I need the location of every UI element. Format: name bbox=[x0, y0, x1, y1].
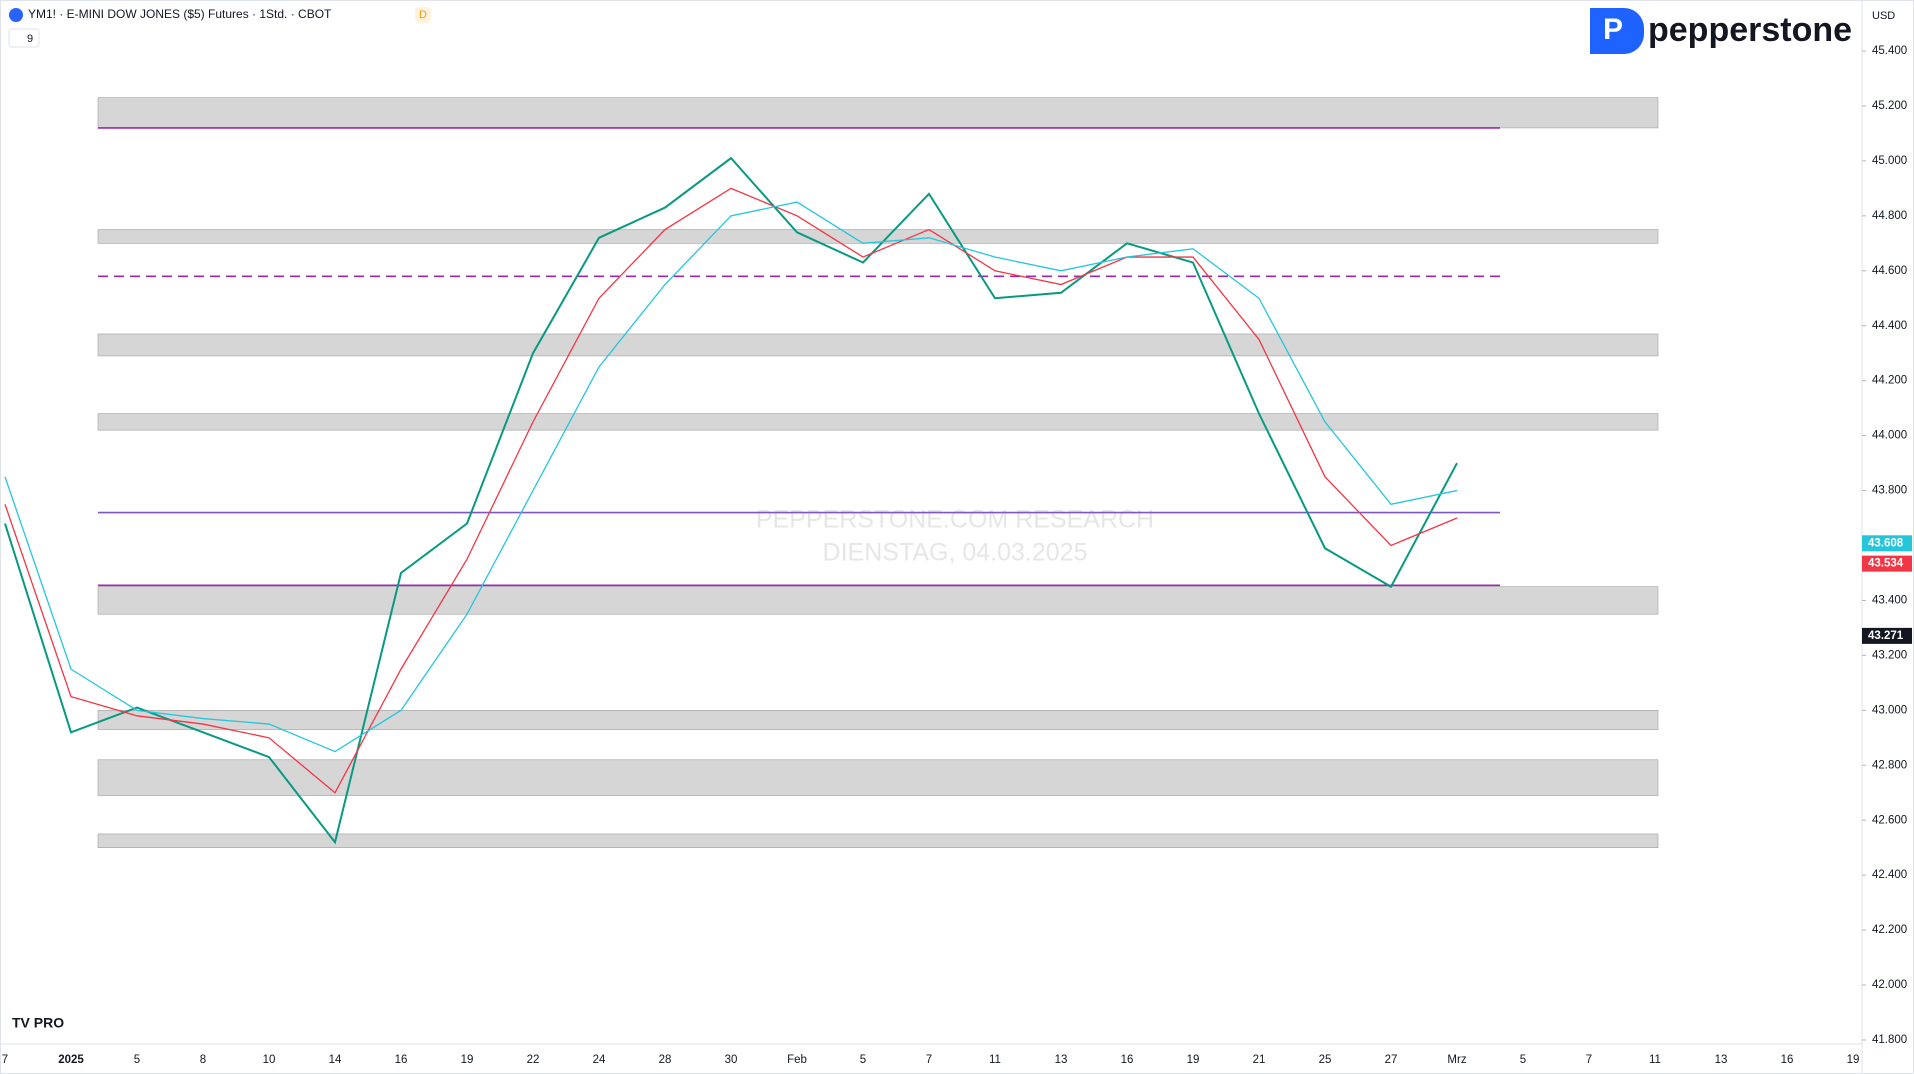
y-tick-label: 44.400 bbox=[1872, 320, 1907, 332]
x-tick-label: 7 bbox=[1586, 1054, 1592, 1066]
x-tick-label: 7 bbox=[2, 1054, 8, 1066]
x-tick-label: 19 bbox=[1187, 1054, 1200, 1066]
x-tick-label: 10 bbox=[263, 1054, 276, 1066]
x-tick-label: 13 bbox=[1715, 1054, 1728, 1066]
zone bbox=[97, 759, 1659, 796]
y-tick-label: 43.800 bbox=[1872, 485, 1907, 497]
y-tick-label: 42.000 bbox=[1872, 979, 1907, 991]
y-tick-label: 45.200 bbox=[1872, 100, 1907, 112]
price-line bbox=[4, 187, 1458, 794]
watermark: PEPPERSTONE.COM RESEARCH bbox=[756, 506, 1154, 534]
x-tick-label: 14 bbox=[329, 1054, 342, 1066]
x-tick-label: Mrz bbox=[1447, 1054, 1466, 1066]
y-tick-label: 44.600 bbox=[1872, 265, 1907, 277]
x-tick-label: 16 bbox=[395, 1054, 408, 1066]
y-tick-label: 44.800 bbox=[1872, 210, 1907, 222]
badge-bg bbox=[415, 7, 431, 23]
x-tick-label: 24 bbox=[593, 1054, 606, 1066]
y-tick-label: 43.400 bbox=[1872, 594, 1907, 606]
x-tick-label: 5 bbox=[134, 1054, 140, 1066]
y-tick-label: 42.600 bbox=[1872, 814, 1907, 826]
indicator-box[interactable] bbox=[8, 28, 40, 48]
x-tick-label: 13 bbox=[1055, 1054, 1068, 1066]
price-label-bg bbox=[1862, 555, 1912, 572]
brand-p: P bbox=[1603, 13, 1623, 46]
y-tick-label: 42.800 bbox=[1872, 759, 1907, 771]
x-tick-label: 5 bbox=[1520, 1054, 1526, 1066]
x-tick-label: 22 bbox=[527, 1054, 540, 1066]
y-tick-label: 45.000 bbox=[1872, 155, 1907, 167]
zone bbox=[97, 97, 1659, 129]
x-tick-label: 25 bbox=[1319, 1054, 1332, 1066]
zone bbox=[97, 586, 1659, 615]
axes: 41.800 42.000 42.200 42.400 42.600 42.800 43.0… bbox=[2, 45, 1912, 1066]
plot: PEPPERSTONE.COM RESEARCH DIENSTAG, 04.03.… bbox=[4, 97, 1659, 848]
price-line bbox=[4, 156, 1458, 845]
tv-logo: TV PRO bbox=[12, 1015, 64, 1031]
x-tick-label: 2025 bbox=[58, 1054, 84, 1066]
brand: pepperstone bbox=[1648, 11, 1852, 49]
x-tick-label: 5 bbox=[860, 1054, 866, 1066]
symbol-title[interactable]: YM1! · E-MINI DOW JONES ($5) Futures · 1… bbox=[28, 7, 332, 21]
zone bbox=[97, 833, 1659, 848]
symbol-icon bbox=[9, 8, 23, 22]
y-tick-label: 43.000 bbox=[1872, 704, 1907, 716]
x-tick-label: 7 bbox=[926, 1054, 932, 1066]
indicator: 9 bbox=[27, 33, 33, 45]
price-line bbox=[4, 201, 1458, 753]
price-label: 43.271 bbox=[1868, 630, 1904, 642]
y-tick-label: 41.800 bbox=[1872, 1034, 1907, 1046]
price-label: 43.534 bbox=[1868, 558, 1904, 570]
brand-logo bbox=[1590, 8, 1644, 54]
x-tick-label: 28 bbox=[659, 1054, 672, 1066]
x-tick-label: Feb bbox=[787, 1054, 807, 1066]
x-tick-label: 16 bbox=[1781, 1054, 1794, 1066]
y-tick-label: 43.200 bbox=[1872, 649, 1907, 661]
x-tick-label: 11 bbox=[989, 1054, 1001, 1066]
zone bbox=[97, 710, 1659, 730]
price-label-bg bbox=[1862, 535, 1912, 552]
y-tick-label: 45.400 bbox=[1872, 45, 1907, 57]
x-tick-label: 27 bbox=[1385, 1054, 1398, 1066]
y-tick-label: 44.200 bbox=[1872, 375, 1907, 387]
x-tick-label: 30 bbox=[725, 1054, 738, 1066]
zone bbox=[97, 333, 1659, 357]
price-label: 43.608 bbox=[1868, 537, 1904, 549]
x-tick-label: 16 bbox=[1121, 1054, 1134, 1066]
y-tick-label: 42.200 bbox=[1872, 924, 1907, 936]
badge: D bbox=[419, 9, 427, 21]
price-label-bg bbox=[1862, 627, 1912, 644]
x-tick-label: 8 bbox=[200, 1054, 206, 1066]
x-tick-label: 19 bbox=[1847, 1054, 1860, 1066]
y-tick-label: 42.400 bbox=[1872, 869, 1907, 881]
x-tick-label: 11 bbox=[1649, 1054, 1661, 1066]
x-tick-label: 19 bbox=[461, 1054, 474, 1066]
watermark: DIENSTAG, 04.03.2025 bbox=[823, 539, 1088, 567]
x-tick-label: 21 bbox=[1253, 1054, 1266, 1066]
y-tick-label: 44.000 bbox=[1872, 430, 1907, 442]
zone bbox=[97, 413, 1659, 431]
currency[interactable]: USD bbox=[1872, 10, 1895, 22]
zone bbox=[97, 229, 1659, 244]
